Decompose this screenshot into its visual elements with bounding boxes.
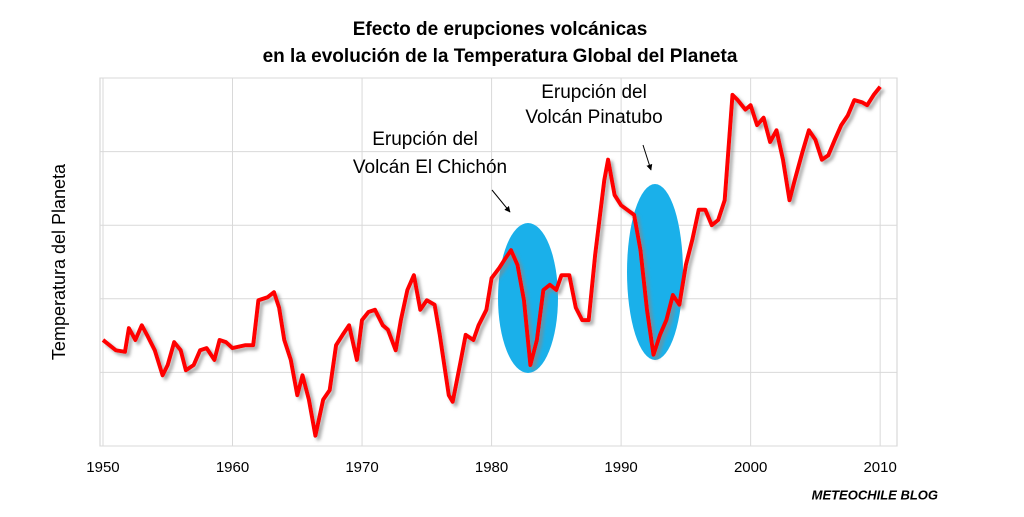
grid: [99, 77, 898, 447]
x-tick-label: 1970: [345, 459, 378, 476]
eruption-highlight: [627, 184, 683, 360]
annotation: Volcán El Chichón: [353, 157, 507, 178]
annotation-arrow: [491, 189, 511, 213]
annotation: Volcán Pinatubo: [525, 107, 662, 128]
x-tick-label: 2010: [863, 459, 896, 476]
x-tick-label: 2000: [734, 459, 767, 476]
series: [101, 85, 882, 438]
y-axis-label: Temperatura del Planeta: [49, 163, 69, 360]
annotation-arrow: [642, 144, 653, 171]
x-tick-label: 1960: [216, 459, 249, 476]
chart-title: en la evolución de la Temperatura Global…: [263, 46, 738, 67]
annotation: Erupción del: [541, 82, 647, 103]
chart-title: Efecto de erupciones volcánicas: [353, 19, 648, 40]
eruption-highlight: [498, 223, 558, 373]
line: [101, 85, 882, 438]
x-tick-label: 1990: [604, 459, 637, 476]
annotation: Erupción del: [372, 129, 478, 150]
x-tick-label: 1950: [86, 459, 119, 476]
source: METEOCHILE BLOG: [812, 487, 938, 502]
x-tick-label: 1980: [475, 459, 508, 476]
